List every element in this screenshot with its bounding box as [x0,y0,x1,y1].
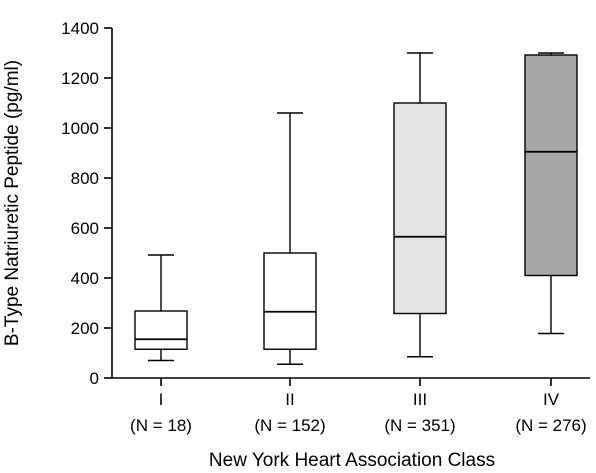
box-group [524,52,578,335]
x-sample-size-label: (N = 18) [130,416,192,435]
iqr-box [263,252,317,350]
box-group [263,112,317,365]
x-tick-label: III [413,390,427,409]
x-tick-label: IV [543,390,560,409]
x-sample-size-label: (N = 152) [254,416,325,435]
iqr-box [134,310,188,350]
y-tick-label: 1000 [61,119,99,138]
y-tick-label: 1200 [61,69,99,88]
iqr-box [393,102,447,315]
y-tick-label: 800 [71,169,99,188]
y-tick-label: 600 [71,219,99,238]
x-sample-size-label: (N = 351) [384,416,455,435]
y-tick-label: 1400 [61,19,99,38]
y-tick-label: 0 [90,369,99,388]
x-sample-size-label: (N = 276) [515,416,586,435]
x-tick-label: I [159,390,164,409]
box-group [134,254,188,362]
x-tick-label: II [285,390,294,409]
x-axis: I (N = 18) II (N = 152) III (N = 351) IV (N = 2… [112,377,590,435]
y-axis-title: B-Type Natriuretic Peptide (pg/ml) [2,60,23,346]
box-group [393,52,447,358]
y-tick-label: 400 [71,269,99,288]
x-axis-title: New York Heart Association Class [209,450,495,471]
box-series [134,52,578,365]
iqr-box [524,54,578,277]
y-tick-label: 200 [71,319,99,338]
y-axis: 0 200 400 600 800 1000 1200 1400 [61,19,113,388]
